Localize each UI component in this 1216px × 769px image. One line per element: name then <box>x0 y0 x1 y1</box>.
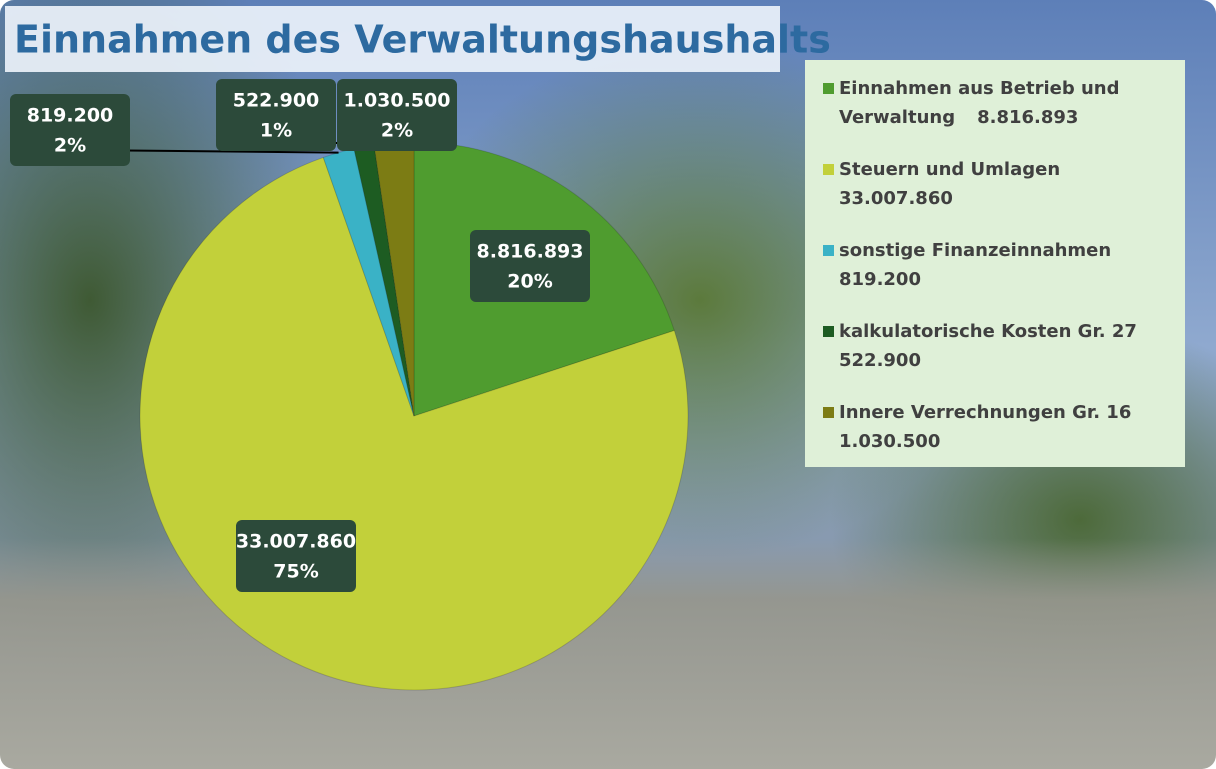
legend-swatch <box>823 407 834 418</box>
legend-swatch <box>823 245 834 256</box>
data-label: 8.816.893 <box>477 241 584 263</box>
data-label: 33.007.860 <box>236 531 356 553</box>
legend-value: 33.007.860 <box>839 188 953 209</box>
legend-label: Steuern und Umlagen <box>839 159 1060 180</box>
chart-title: Einnahmen des Verwaltungshaushalts <box>14 18 831 62</box>
data-label-percent: 2% <box>381 120 413 142</box>
data-label-percent: 1% <box>260 120 292 142</box>
data-label-percent: 75% <box>273 561 318 583</box>
legend-item: Innere Verrechnungen Gr. 16 1.030.500 <box>839 398 1165 456</box>
data-label-percent: 2% <box>54 135 86 157</box>
legend-swatch <box>823 326 834 337</box>
legend-label: sonstige Finanzeinnahmen <box>839 240 1111 261</box>
legend-item: Steuern und Umlagen 33.007.860 <box>839 155 1165 213</box>
data-label: 1.030.500 <box>344 90 451 112</box>
chart: Einnahmen des Verwaltungshaushalts 8.816… <box>0 0 1216 769</box>
legend-swatch <box>823 83 834 94</box>
data-label: 522.900 <box>233 90 320 112</box>
legend-value: 8.816.893 <box>977 107 1078 128</box>
legend-swatch <box>823 164 834 175</box>
legend-label: Innere Verrechnungen Gr. 16 <box>839 402 1131 423</box>
legend-value: 1.030.500 <box>839 431 940 452</box>
legend-item: kalkulatorische Kosten Gr. 27 522.900 <box>839 317 1165 375</box>
data-label-percent: 20% <box>507 271 552 293</box>
legend-value: 522.900 <box>839 350 921 371</box>
legend-item: sonstige Finanzeinnahmen 819.200 <box>839 236 1165 294</box>
data-label: 819.200 <box>27 105 114 127</box>
legend-label: kalkulatorische Kosten Gr. 27 <box>839 321 1137 342</box>
legend-value: 819.200 <box>839 269 921 290</box>
